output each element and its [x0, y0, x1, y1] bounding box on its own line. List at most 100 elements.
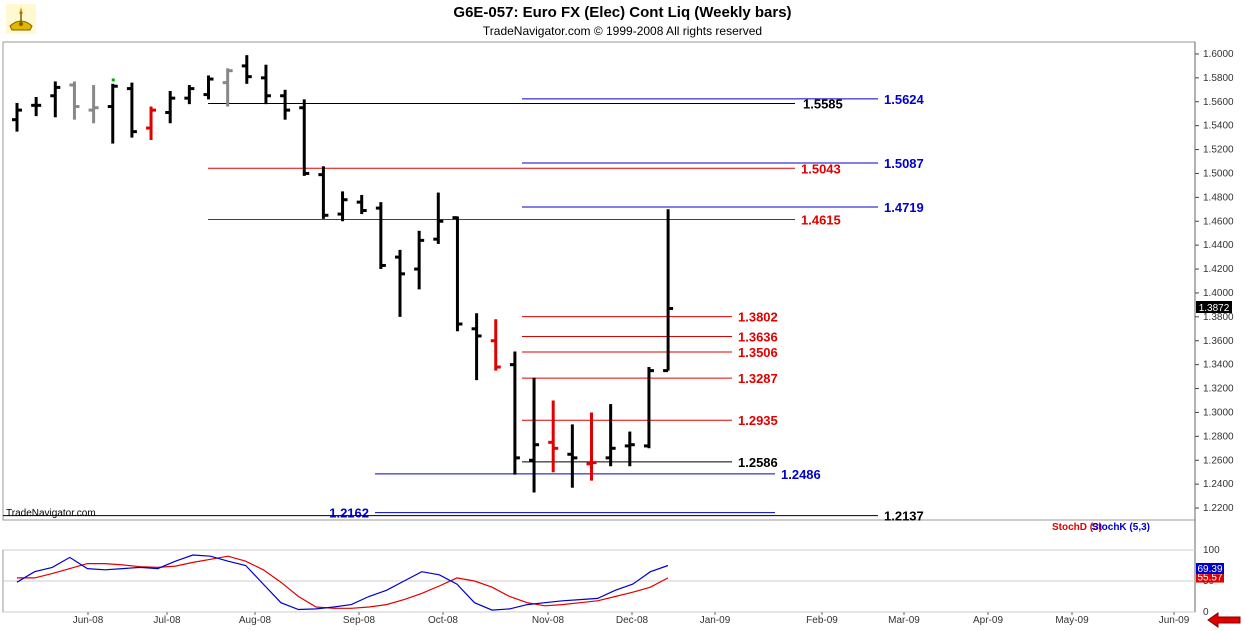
- level-label: 1.5585: [803, 97, 843, 112]
- y-tick-label: 1.4000: [1203, 288, 1234, 299]
- x-tick-label: Sep-08: [343, 615, 376, 626]
- ohlc-bar: [414, 230, 425, 290]
- y-tick-label: 1.5000: [1203, 168, 1234, 179]
- level-label: 1.5087: [884, 156, 924, 171]
- scroll-right-arrow-icon[interactable]: [1207, 612, 1241, 628]
- level-label: 1.3636: [738, 329, 778, 344]
- ohlc-bar: [548, 400, 559, 473]
- y-tick-label: 1.4600: [1203, 216, 1234, 227]
- ohlc-bar: [586, 412, 597, 481]
- ohlc-bar: [280, 89, 291, 120]
- osc-y-tick-label: 100: [1203, 545, 1220, 556]
- level-label: 1.4615: [801, 212, 841, 227]
- current-price-label: 1.3872: [1199, 303, 1230, 314]
- ohlc-bar: [222, 68, 233, 107]
- ohlc-bar: [31, 96, 42, 117]
- ohlc-bar: [203, 75, 214, 100]
- level-label: 1.4719: [884, 200, 924, 215]
- level-label: 1.3802: [738, 310, 778, 325]
- level-label: 1.2162: [329, 506, 369, 521]
- current-price-tag: 1.3872: [1196, 301, 1232, 314]
- x-tick-label: Apr-09: [973, 615, 1003, 626]
- level-label: 1.5624: [884, 92, 925, 107]
- y-tick-label: 1.4400: [1203, 240, 1234, 251]
- ohlc-bar: [126, 82, 137, 138]
- level-line: 1.3287: [522, 371, 778, 386]
- y-tick-label: 1.3600: [1203, 336, 1234, 347]
- ohlc-bar: [260, 64, 271, 105]
- y-tick-label: 1.3800: [1203, 312, 1234, 323]
- y-tick-label: 1.3000: [1203, 407, 1234, 418]
- x-tick-label: Feb-09: [806, 615, 838, 626]
- y-tick-label: 1.5800: [1203, 73, 1234, 84]
- ohlc-bar: [107, 83, 118, 144]
- level-label: 1.2486: [781, 467, 821, 482]
- osc-last-value: 55.57: [1197, 573, 1222, 584]
- osc-series-line: [17, 555, 669, 609]
- level-label: 1.2137: [884, 509, 924, 524]
- y-tick-label: 1.6000: [1203, 49, 1234, 60]
- x-tick-label: Aug-08: [239, 615, 272, 626]
- level-line: 1.5585: [208, 97, 843, 112]
- ohlc-bar: [165, 90, 176, 124]
- x-tick-label: May-09: [1055, 615, 1089, 626]
- ohlc-bar: [490, 319, 501, 371]
- watermark-label: TradeNavigator.com: [6, 508, 96, 519]
- y-tick-label: 1.3400: [1203, 360, 1234, 371]
- ohlc-bar: [663, 209, 674, 373]
- level-line: 1.3506: [522, 345, 778, 360]
- price-panel: [2, 41, 1196, 521]
- x-tick-label: Mar-09: [888, 615, 920, 626]
- ohlc-bar: [184, 85, 195, 105]
- level-label: 1.2586: [738, 455, 778, 470]
- y-tick-label: 1.2400: [1203, 479, 1234, 490]
- legend-stochd: StochD (3): [1052, 522, 1102, 533]
- level-line: 1.4719: [522, 200, 924, 215]
- ohlc-bar: [395, 249, 405, 317]
- osc-last-value: 69.39: [1197, 564, 1222, 575]
- level-line: 1.5087: [522, 156, 924, 171]
- y-tick-label: 1.5600: [1203, 97, 1234, 108]
- x-tick-label: Jan-09: [700, 615, 731, 626]
- ohlc-bar: [529, 377, 540, 493]
- x-tick-label: Dec-08: [616, 615, 649, 626]
- ohlc-bar: [50, 81, 61, 118]
- y-tick-label: 1.3200: [1203, 384, 1234, 395]
- ohlc-bar: [146, 106, 157, 140]
- osc-y-tick-label: 0: [1203, 607, 1209, 618]
- ohlc-bar: [88, 85, 99, 124]
- level-label: 1.2935: [738, 413, 778, 428]
- ohlc-bar: [433, 192, 444, 244]
- y-tick-label: 1.2800: [1203, 431, 1234, 442]
- chart-title: G6E-057: Euro FX (Elec) Cont Liq (Weekly…: [453, 4, 792, 21]
- level-label: 1.5043: [801, 161, 841, 176]
- level-line: 1.5043: [208, 161, 841, 176]
- y-tick-label: 1.4800: [1203, 192, 1234, 203]
- legend-stochk: StochK (5,3): [1092, 522, 1150, 533]
- ohlc-bar: [337, 191, 348, 222]
- ohlc-bar: [624, 431, 635, 467]
- ohlc-bar: [299, 99, 310, 176]
- y-tick-label: 1.2600: [1203, 455, 1234, 466]
- ohlc-bar: [643, 367, 654, 449]
- ohlc-bar: [241, 55, 252, 84]
- level-line: 1.2162: [329, 506, 775, 521]
- level-line: 1.5624: [522, 92, 925, 107]
- level-line: 1.4615: [208, 212, 841, 227]
- chart-header: G6E-057: Euro FX (Elec) Cont Liq (Weekly…: [0, 0, 1245, 42]
- level-line: 1.3802: [522, 310, 778, 325]
- ohlc-bar: [375, 202, 386, 270]
- x-tick-label: Jun-08: [73, 615, 104, 626]
- ohlc-bar: [12, 102, 22, 132]
- level-label: 1.3506: [738, 345, 778, 360]
- y-tick-label: 1.5200: [1203, 145, 1234, 156]
- ohlc-bar: [69, 81, 80, 120]
- ohlc-bar: [356, 194, 367, 215]
- trade-navigator-logo-icon: [6, 4, 36, 34]
- level-line: 1.2586: [522, 455, 778, 470]
- x-tick-label: Jun-09: [1159, 615, 1190, 626]
- ohlc-bar: [509, 351, 520, 475]
- y-tick-label: 1.2200: [1203, 503, 1234, 514]
- y-tick-label: 1.5400: [1203, 121, 1234, 132]
